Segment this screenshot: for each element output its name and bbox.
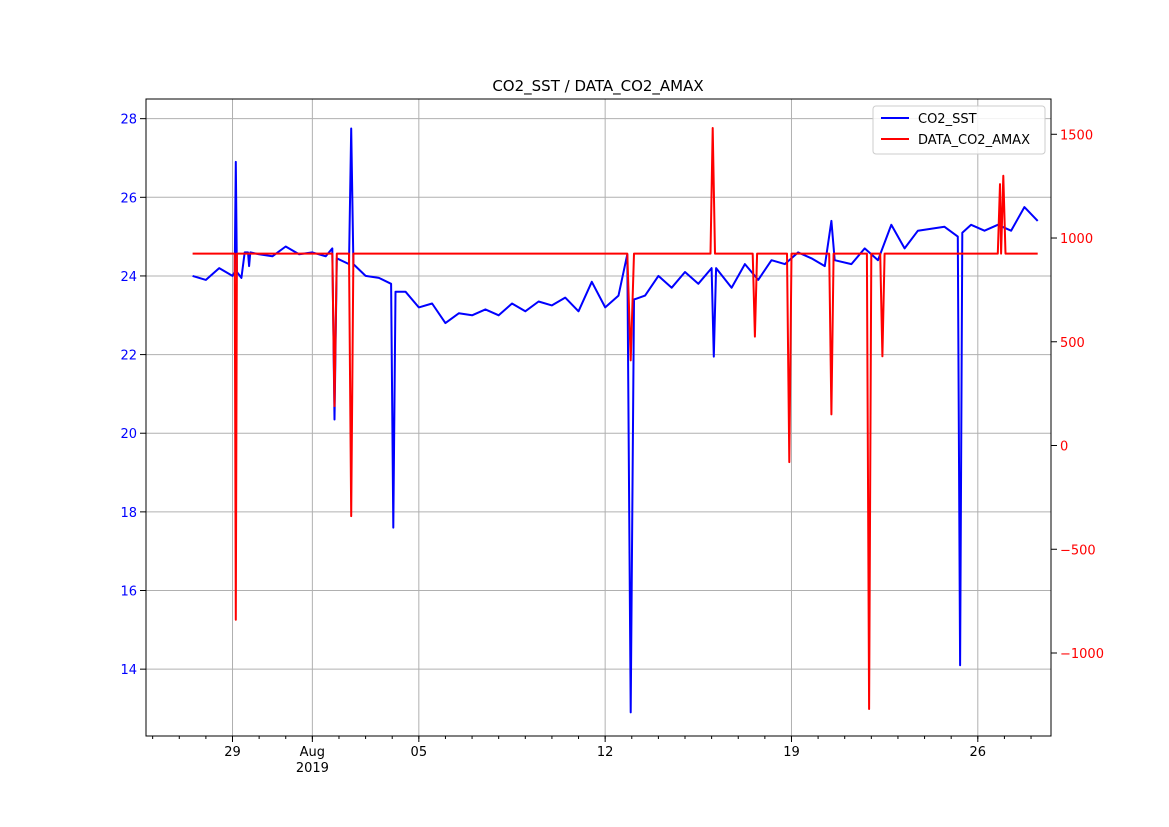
x-tick-label: 19	[783, 745, 800, 760]
y-right-tick-label: 0	[1060, 440, 1068, 455]
x-minor-ticks	[152, 736, 1032, 739]
y-axis-right: −1000 −500 0 500 1000 1500	[1051, 128, 1104, 662]
y-right-tick-label: −500	[1060, 543, 1096, 558]
x-tick-label: 26	[970, 745, 987, 760]
y-left-tick-label: 16	[120, 585, 137, 600]
y-left-tick-label: 14	[120, 663, 137, 678]
x-tick-label: 29	[224, 745, 241, 760]
plot-frame	[145, 98, 1052, 737]
y-left-tick-label: 28	[120, 113, 137, 128]
y-left-tick-label: 26	[120, 191, 137, 206]
legend-label: DATA_CO2_AMAX	[918, 133, 1030, 148]
y-right-tick-label: 500	[1060, 336, 1085, 351]
y-right-tick-label: 1000	[1060, 232, 1093, 247]
x-tick-sublabel: 2019	[296, 761, 329, 776]
y-left-tick-label: 20	[120, 427, 137, 442]
y-left-tick-label: 18	[120, 506, 137, 521]
legend: CO2_SST DATA_CO2_AMAX	[872, 105, 1046, 155]
chart-title: CO2_SST / DATA_CO2_AMAX	[492, 77, 703, 96]
legend-label: CO2_SST	[918, 112, 977, 127]
grid-layer	[146, 99, 1051, 736]
y-right-tick-label: 1500	[1060, 128, 1093, 143]
x-tick-label: 12	[597, 745, 614, 760]
series-layer	[192, 127, 1039, 714]
y-left-tick-label: 24	[120, 270, 137, 285]
x-tick-label: 05	[411, 745, 428, 760]
x-tick-label: Aug	[300, 745, 325, 760]
series-line-data-co2-amax	[192, 127, 1038, 710]
y-axis-left: 14 16 18 20 22 24 26 28	[120, 113, 146, 678]
y-left-tick-label: 22	[120, 349, 137, 364]
y-right-tick-label: −1000	[1060, 647, 1104, 662]
legend-frame	[872, 105, 1046, 155]
